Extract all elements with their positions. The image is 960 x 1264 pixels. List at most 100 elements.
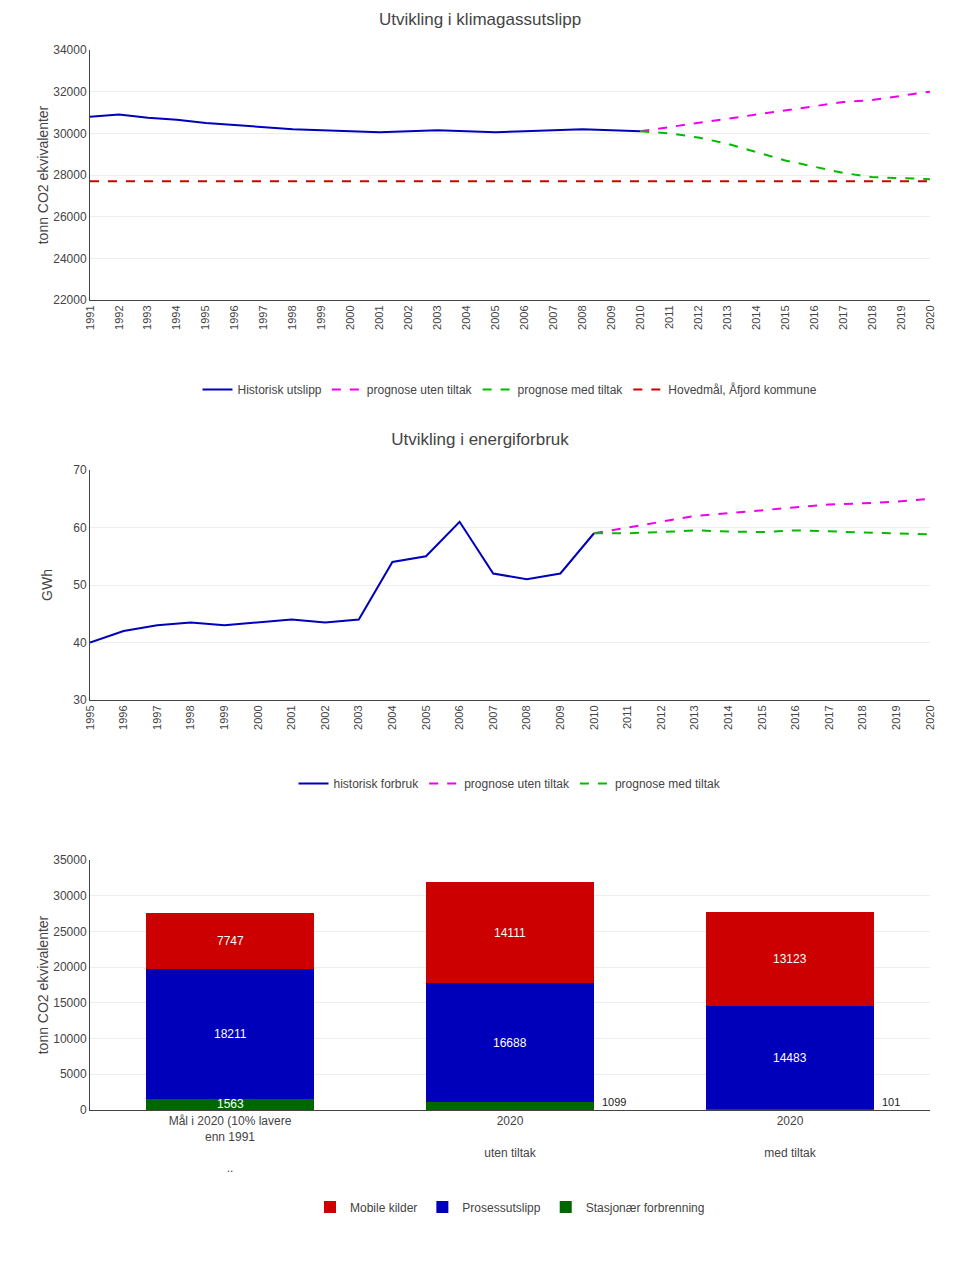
- svg-text:2007: 2007: [547, 305, 559, 329]
- svg-text:2015: 2015: [779, 305, 791, 329]
- svg-text:1998: 1998: [184, 705, 196, 729]
- svg-text:2003: 2003: [352, 705, 364, 729]
- svg-text:Historisk utslipp: Historisk utslipp: [238, 383, 322, 397]
- svg-text:2012: 2012: [692, 305, 704, 329]
- svg-text:25000: 25000: [53, 925, 87, 939]
- svg-text:2008: 2008: [576, 305, 588, 329]
- svg-text:15000: 15000: [53, 996, 87, 1010]
- svg-text:20000: 20000: [53, 960, 87, 974]
- svg-text:2003: 2003: [431, 305, 443, 329]
- svg-text:2013: 2013: [688, 705, 700, 729]
- svg-text:2004: 2004: [460, 305, 472, 329]
- svg-text:2005: 2005: [420, 705, 432, 729]
- svg-text:2000: 2000: [252, 705, 264, 729]
- svg-text:2020uten tiltak: 2020uten tiltak: [484, 1114, 536, 1159]
- svg-text:2008: 2008: [520, 705, 532, 729]
- svg-text:14111: 14111: [494, 926, 526, 940]
- svg-text:1996: 1996: [117, 705, 129, 729]
- svg-text:22000: 22000: [53, 293, 87, 307]
- svg-text:35000: 35000: [53, 853, 87, 867]
- svg-text:1998: 1998: [286, 305, 298, 329]
- svg-text:Utvikling i klimagassutslipp: Utvikling i klimagassutslipp: [379, 10, 581, 29]
- svg-text:2010: 2010: [634, 305, 646, 329]
- svg-text:2005: 2005: [489, 305, 501, 329]
- svg-text:2018: 2018: [856, 705, 868, 729]
- svg-text:2012: 2012: [655, 705, 667, 729]
- svg-text:Utvikling i energiforbruk: Utvikling i energiforbruk: [391, 430, 569, 449]
- svg-text:1991: 1991: [84, 305, 96, 329]
- svg-text:1995: 1995: [199, 305, 211, 329]
- svg-text:7747: 7747: [217, 934, 244, 948]
- svg-text:prognose uten tiltak: prognose uten tiltak: [464, 777, 570, 791]
- svg-text:18211: 18211: [214, 1027, 247, 1041]
- svg-text:2006: 2006: [453, 705, 465, 729]
- svg-text:1563: 1563: [217, 1097, 244, 1111]
- svg-text:2007: 2007: [487, 705, 499, 729]
- svg-text:101: 101: [882, 1096, 900, 1108]
- svg-text:2013: 2013: [721, 305, 733, 329]
- svg-text:14483: 14483: [773, 1051, 807, 1065]
- svg-text:GWh: GWh: [39, 569, 55, 601]
- svg-text:16688: 16688: [493, 1036, 527, 1050]
- svg-text:Mål i 2020 (10% lavereenn 1991: Mål i 2020 (10% lavereenn 1991..: [169, 1114, 292, 1175]
- svg-text:2017: 2017: [837, 305, 849, 329]
- svg-text:60: 60: [73, 521, 87, 535]
- svg-text:2020: 2020: [924, 705, 936, 729]
- svg-text:1993: 1993: [142, 305, 154, 329]
- svg-text:1999: 1999: [218, 705, 230, 729]
- svg-text:1995: 1995: [84, 705, 96, 729]
- svg-text:2017: 2017: [823, 705, 835, 729]
- svg-text:2020med tiltak: 2020med tiltak: [764, 1114, 816, 1159]
- svg-text:2018: 2018: [866, 305, 878, 329]
- svg-text:2001: 2001: [373, 305, 385, 329]
- svg-text:5000: 5000: [60, 1067, 87, 1081]
- svg-text:2020: 2020: [924, 305, 936, 329]
- svg-text:24000: 24000: [53, 252, 87, 266]
- svg-text:2000: 2000: [344, 305, 356, 329]
- svg-text:Stasjonær forbrenning: Stasjonær forbrenning: [586, 1201, 705, 1215]
- svg-text:prognose uten tiltak: prognose uten tiltak: [367, 383, 473, 397]
- svg-text:2009: 2009: [605, 305, 617, 329]
- svg-text:historisk forbruk: historisk forbruk: [334, 777, 420, 791]
- svg-text:13123: 13123: [773, 952, 807, 966]
- svg-text:prognose med tiltak: prognose med tiltak: [615, 777, 721, 791]
- svg-text:1099: 1099: [602, 1096, 626, 1108]
- svg-text:2019: 2019: [890, 705, 902, 729]
- svg-text:28000: 28000: [53, 168, 87, 182]
- svg-text:tonn CO2 ekvivalenter: tonn CO2 ekvivalenter: [35, 915, 51, 1054]
- svg-text:2009: 2009: [554, 705, 566, 729]
- svg-text:30: 30: [73, 693, 87, 707]
- svg-text:2016: 2016: [808, 305, 820, 329]
- svg-text:Prosessutslipp: Prosessutslipp: [462, 1201, 540, 1215]
- svg-text:2014: 2014: [750, 305, 762, 329]
- svg-text:1997: 1997: [151, 705, 163, 729]
- svg-text:30000: 30000: [53, 889, 87, 903]
- svg-text:10000: 10000: [53, 1032, 87, 1046]
- svg-text:40: 40: [73, 636, 87, 650]
- svg-text:2016: 2016: [789, 705, 801, 729]
- svg-text:2011: 2011: [621, 705, 633, 729]
- svg-text:1999: 1999: [315, 305, 327, 329]
- svg-text:2019: 2019: [895, 305, 907, 329]
- svg-text:26000: 26000: [53, 210, 87, 224]
- svg-text:2006: 2006: [518, 305, 530, 329]
- svg-text:2002: 2002: [319, 705, 331, 729]
- svg-text:Mobile kilder: Mobile kilder: [350, 1201, 417, 1215]
- svg-text:70: 70: [73, 463, 87, 477]
- svg-text:1997: 1997: [257, 305, 269, 329]
- svg-text:2010: 2010: [588, 705, 600, 729]
- svg-text:2015: 2015: [756, 705, 768, 729]
- svg-text:2011: 2011: [663, 305, 675, 329]
- svg-text:2014: 2014: [722, 705, 734, 729]
- svg-text:2004: 2004: [386, 705, 398, 729]
- svg-text:prognose med tiltak: prognose med tiltak: [518, 383, 624, 397]
- svg-text:0: 0: [80, 1103, 87, 1117]
- svg-text:34000: 34000: [53, 43, 87, 57]
- svg-text:30000: 30000: [53, 127, 87, 141]
- svg-text:50: 50: [73, 578, 87, 592]
- svg-text:1994: 1994: [170, 305, 182, 329]
- svg-text:Hovedmål, Åfjord kommune: Hovedmål, Åfjord kommune: [668, 382, 816, 397]
- svg-text:32000: 32000: [53, 85, 87, 99]
- svg-text:tonn CO2 ekvivalenter: tonn CO2 ekvivalenter: [35, 105, 51, 244]
- svg-text:2001: 2001: [285, 705, 297, 729]
